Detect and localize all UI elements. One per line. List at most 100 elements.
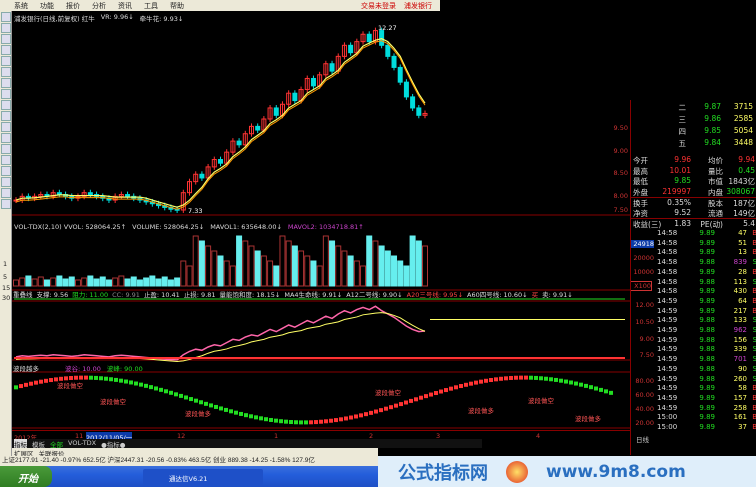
candle-body	[416, 107, 422, 116]
menu-function[interactable]: 功能	[40, 1, 54, 10]
tick-price: 9.89	[699, 306, 715, 315]
tool-button[interactable]	[1, 89, 11, 99]
band-label: 波段做多	[185, 410, 211, 418]
volume-bar	[13, 279, 19, 287]
tool-button[interactable]	[1, 56, 11, 66]
stat-label: 最高	[633, 166, 648, 176]
stat-value: 9.85	[674, 176, 691, 185]
tick-side: B	[752, 423, 756, 431]
tab-related-quote[interactable]: 关联报价	[38, 450, 65, 458]
stat-label: 今开	[633, 156, 648, 165]
tool-button[interactable]	[1, 23, 11, 33]
band-block	[529, 375, 533, 380]
tool-button[interactable]	[1, 67, 11, 77]
tick-side: B	[752, 267, 756, 276]
tick-row: 14:59 9.89 157 B	[657, 394, 756, 404]
tool-button[interactable]	[1, 34, 11, 44]
menu-quote[interactable]: 报价	[66, 1, 80, 10]
tool-button[interactable]	[1, 111, 11, 121]
tick-price: 9.88	[699, 364, 715, 373]
candle-body	[180, 192, 186, 211]
volume-bar	[353, 260, 360, 287]
start-button[interactable]: 开始	[0, 466, 52, 487]
menu-tools[interactable]: 工具	[144, 1, 158, 10]
high-label: 12.27	[378, 24, 397, 32]
band-block	[189, 397, 193, 402]
tool-button[interactable]	[1, 188, 11, 198]
tool-button[interactable]	[1, 133, 11, 143]
band-block	[469, 381, 473, 386]
candle-body	[360, 33, 366, 43]
tool-button[interactable]	[1, 45, 11, 55]
tool-button[interactable]	[1, 177, 11, 187]
candle-body	[341, 44, 347, 57]
band-block	[424, 394, 428, 399]
tick-row: 14:58 9.89 28 B	[657, 268, 756, 278]
tool-button[interactable]	[1, 155, 11, 165]
tool-button[interactable]	[1, 122, 11, 132]
volume-bar	[62, 278, 69, 287]
stat-label: 流通	[708, 208, 723, 218]
band-block	[194, 398, 198, 403]
tick-time: 14:58	[657, 258, 678, 267]
band-block	[224, 407, 228, 412]
menu-system[interactable]: 系统	[14, 1, 28, 10]
tick-volume: 839	[733, 258, 747, 267]
tool-button[interactable]	[1, 100, 11, 110]
band-block	[419, 395, 423, 400]
stat-value: 5.4	[743, 219, 755, 228]
left-axis: 15	[2, 284, 11, 292]
tick-time: 14:59	[657, 306, 678, 315]
volume-bar	[167, 279, 174, 287]
volume-bar	[198, 240, 205, 287]
level: 二	[678, 103, 687, 112]
tab-template[interactable]: 模板	[32, 441, 45, 449]
vol-header-row: VOL-TDX(2,10) VVOL: 528064.25↑ VOLUME: 5…	[14, 223, 364, 231]
candle-body	[199, 173, 205, 179]
price: 9.87	[704, 102, 721, 111]
tab-vol-tdx[interactable]: VOL-TDX	[68, 439, 97, 447]
tool-button[interactable]	[1, 144, 11, 154]
kline-chart[interactable]	[0, 0, 630, 456]
price-axis-label: 8.50	[613, 169, 628, 177]
band-block	[124, 379, 128, 384]
tool-button[interactable]	[1, 12, 11, 22]
band-block	[184, 395, 188, 400]
menu-help[interactable]: 帮助	[170, 1, 184, 10]
candle-body	[255, 125, 261, 131]
taskbar-window[interactable]: 通达信V6.21	[143, 469, 263, 485]
stat-value: 1843亿	[728, 177, 755, 186]
current-stock-link[interactable]: 浦发银行	[404, 1, 432, 10]
tab-custom[interactable]: ●指标●	[101, 441, 126, 449]
band-param: 波谷: 10.00	[65, 365, 101, 373]
volume-bar	[316, 265, 323, 287]
tick-volume: 113	[733, 277, 747, 286]
volume-bar	[360, 265, 367, 287]
volume-bar	[329, 240, 336, 287]
candle-body	[56, 192, 62, 196]
tool-button[interactable]	[1, 199, 11, 209]
trade-login-status[interactable]: 交易未登录	[361, 1, 396, 10]
band-block	[354, 414, 358, 419]
band-block	[539, 376, 543, 381]
band-axis-label: 60.00	[635, 391, 654, 399]
tab-indicator[interactable]: 指标	[14, 439, 27, 449]
menu-analysis[interactable]: 分析	[92, 1, 106, 10]
tick-volume: 339	[733, 345, 747, 354]
volume-bar	[68, 276, 75, 287]
vol-header: MAVOL2: 1034718.81↑	[287, 223, 364, 231]
price: 9.86	[704, 114, 721, 123]
tool-button[interactable]	[1, 166, 11, 176]
tool-button[interactable]	[1, 78, 11, 88]
tick-price: 9.89	[699, 287, 715, 296]
volume-bar	[273, 265, 280, 287]
candle-body	[218, 159, 223, 164]
tab-all[interactable]: 全部	[50, 441, 63, 449]
tab-extension[interactable]: 扩展区	[14, 450, 34, 458]
candle-body	[230, 140, 236, 153]
volume-bar	[50, 277, 57, 287]
period-label[interactable]: 日线	[636, 436, 649, 444]
band-block	[54, 377, 58, 382]
menu-news[interactable]: 资讯	[118, 1, 132, 10]
tick-time: 14:59	[657, 393, 678, 402]
